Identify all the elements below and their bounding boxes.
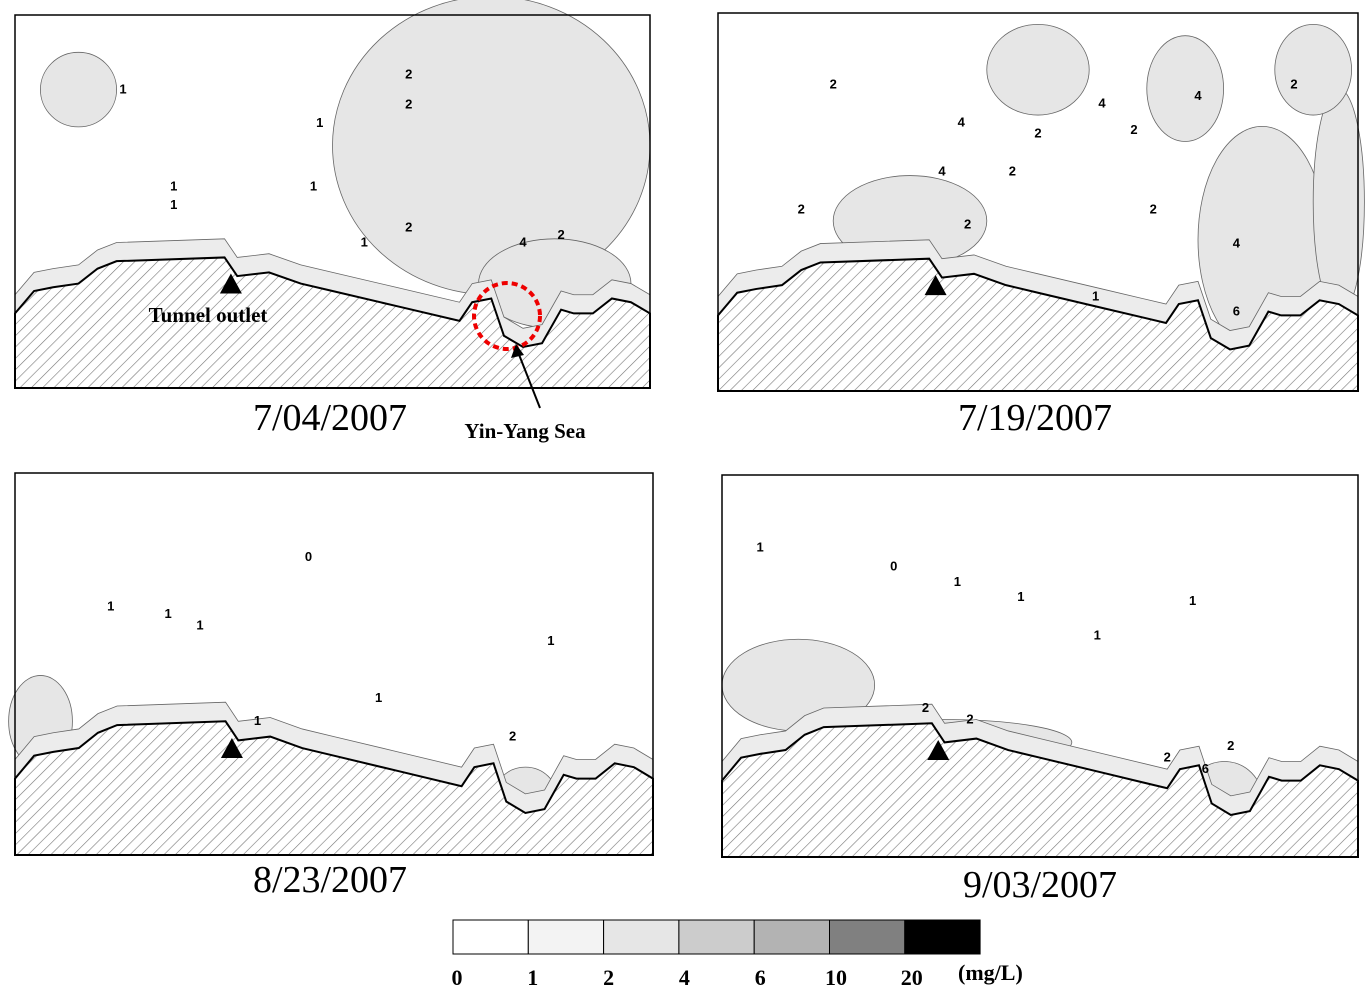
map-panel: 2 4 4 2 4 2 2 2 2 4 2 2 4 6 1	[717, 12, 1365, 392]
yin-yang-sea-arrow	[517, 351, 541, 409]
concentration-region	[40, 51, 117, 128]
contour-label: 1	[170, 178, 177, 193]
contour-label: 2	[1150, 201, 1157, 216]
tunnel-outlet-marker	[924, 275, 947, 296]
contour-label: 1	[1017, 589, 1024, 604]
colorbar-tick-label: 20	[901, 965, 923, 990]
panel-date: 9/03/2007	[963, 864, 1117, 906]
contour-label: 1	[196, 618, 203, 633]
contour-label: 0	[305, 549, 312, 564]
contour-label: 1	[119, 81, 126, 96]
yin-yang-sea-label: Yin-Yang Sea	[464, 419, 586, 443]
contour-label: 1	[165, 606, 172, 621]
contour-label: 1	[170, 197, 177, 212]
contour-label: 4	[1233, 235, 1241, 250]
contour-label: 1	[254, 713, 261, 728]
contour-label: 1	[1094, 627, 1101, 642]
contour-label: 6	[1233, 303, 1240, 318]
contour-label: 2	[1034, 126, 1041, 141]
contour-label: 1	[310, 178, 317, 193]
yin-yang-sea-circle	[472, 281, 542, 351]
contour-label: 1	[361, 234, 368, 249]
panel-date: 7/04/2007	[253, 397, 407, 439]
contour-label: 2	[830, 77, 837, 92]
contour-label: 1	[375, 690, 382, 705]
land	[14, 720, 654, 856]
contour-label: 2	[922, 700, 929, 715]
tunnel-outlet-marker	[219, 273, 242, 294]
contour-label: 1	[1092, 288, 1099, 303]
colorbar-tick-label: 2	[603, 965, 614, 990]
colorbar-tick-label: 10	[825, 965, 847, 990]
contour-label: 2	[1227, 738, 1234, 753]
map-frame	[717, 12, 1359, 392]
concentration-region	[1274, 23, 1352, 116]
colorbar-box	[904, 919, 981, 955]
map-frame	[721, 474, 1359, 858]
contour-label: 1	[757, 539, 764, 554]
colorbar-box	[829, 919, 906, 955]
contour-label: 1	[1189, 593, 1196, 608]
map-frame	[14, 472, 654, 856]
contour-label: 2	[798, 201, 805, 216]
contour-label: 2	[1130, 122, 1137, 137]
colorbar-tick-label: 0	[452, 965, 463, 990]
contour-label: 6	[1202, 761, 1209, 776]
colorbar-box	[753, 919, 831, 955]
contour-label: 2	[1164, 750, 1171, 765]
concentration-region	[986, 23, 1090, 116]
contour-label: 2	[1290, 77, 1297, 92]
contour-label: 2	[964, 216, 971, 231]
contour-label: 4	[938, 164, 946, 179]
contour-label: 2	[405, 96, 412, 111]
contour-label: 4	[1194, 88, 1202, 103]
colorbar-tick-label: 6	[755, 965, 766, 990]
tunnel-outlet-label: Tunnel outlet	[149, 303, 268, 327]
colorbar-tick-label: 1	[527, 965, 538, 990]
contour-label: 2	[509, 728, 516, 743]
tunnel-outlet-marker	[927, 740, 950, 761]
colorbar-box	[678, 919, 755, 955]
contour-label: 2	[405, 66, 412, 81]
contour-label: 1	[547, 633, 554, 648]
contour-label: 2	[966, 711, 973, 726]
land	[721, 722, 1359, 858]
land	[14, 256, 651, 389]
map-frame	[14, 14, 651, 389]
yin-yang-sea-arrowhead	[511, 344, 524, 358]
contour-label: 4	[519, 234, 527, 249]
tunnel-outlet-marker	[220, 738, 243, 759]
contour-label: 2	[1009, 164, 1016, 179]
colorbar-box	[452, 919, 529, 955]
contour-label: 1	[316, 115, 323, 130]
panel-date: 7/19/2007	[958, 397, 1112, 439]
colorbar-box	[603, 919, 680, 955]
land	[717, 257, 1359, 392]
colorbar-unit: (mg/L)	[958, 960, 1023, 985]
contour-label: 0	[890, 559, 897, 574]
contour-label: 1	[954, 574, 961, 589]
concentration-region	[1146, 35, 1224, 142]
contour-label: 2	[557, 227, 564, 242]
contour-label: 2	[405, 219, 412, 234]
map-panel: 0 1 1 1 1 1 2 2 2 6 2	[721, 474, 1359, 858]
panel-date: 8/23/2007	[253, 859, 407, 901]
contour-label: 4	[958, 114, 966, 129]
map-panel: 1 2 2 1 1 1 1 1 2 4 2	[14, 0, 651, 389]
map-panel: 0 1 1 1 1 1 2 1	[8, 472, 654, 856]
contour-label: 4	[1098, 96, 1106, 111]
contour-label: 1	[107, 599, 114, 614]
colorbar-box	[527, 919, 605, 955]
colorbar-tick-label: 4	[679, 965, 690, 990]
